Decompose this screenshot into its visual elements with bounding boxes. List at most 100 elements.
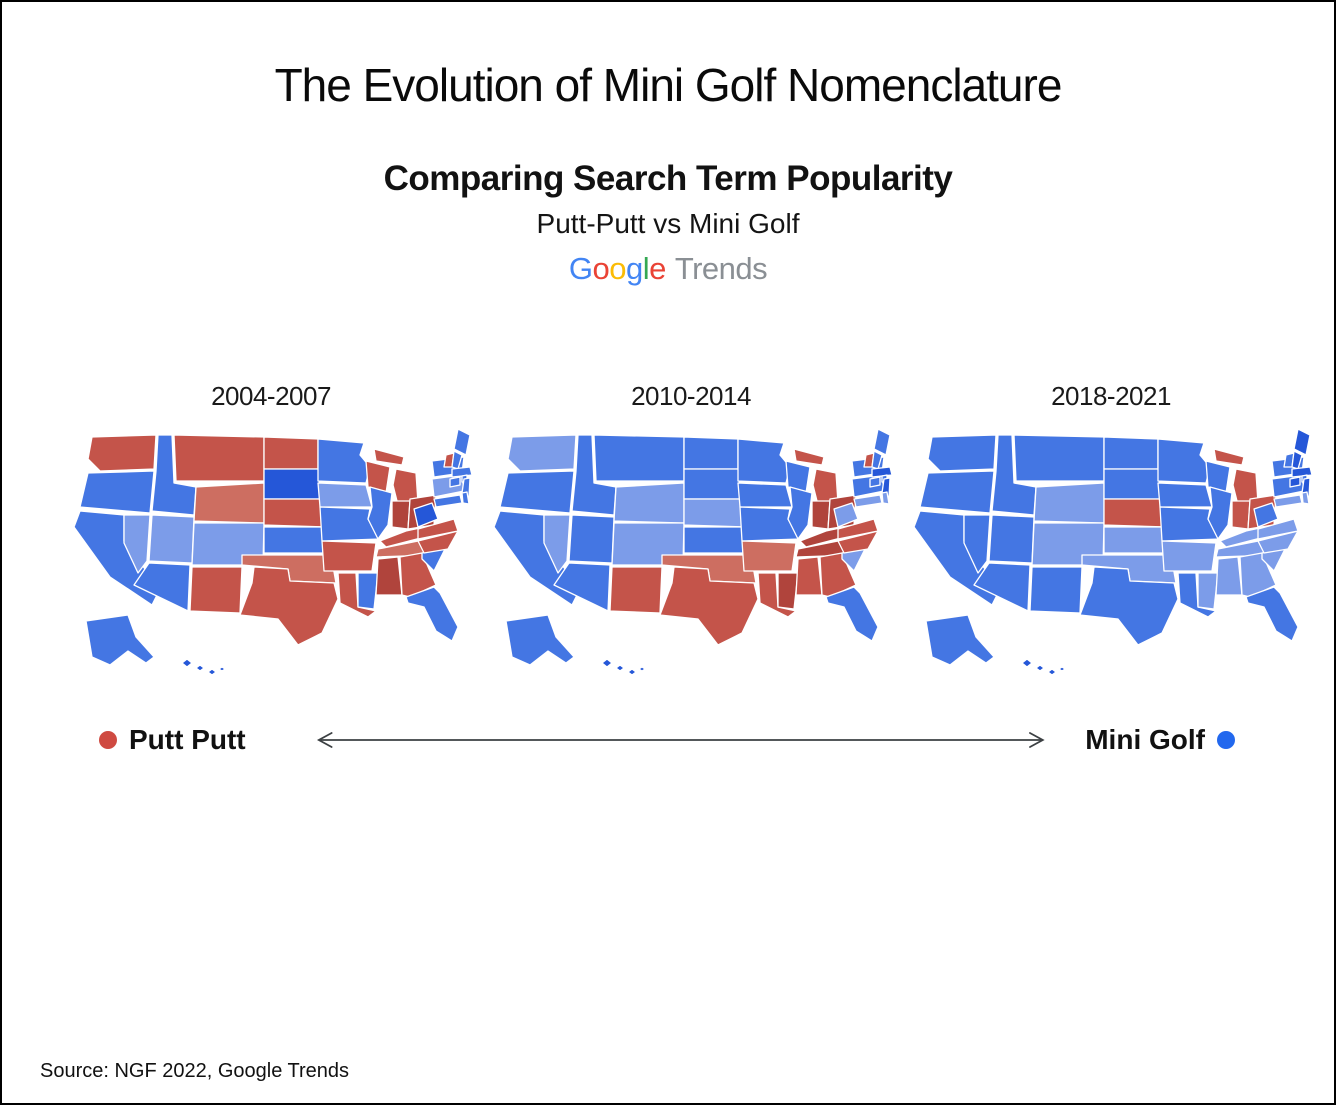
maps-row: 2004-2007 2010-2014 2018-2021 <box>66 381 1316 682</box>
state-MN <box>317 437 371 484</box>
state-OR <box>79 469 155 514</box>
state-WY <box>193 481 265 524</box>
state-MN <box>737 437 791 484</box>
state-AR <box>1161 539 1217 572</box>
state-WV <box>1253 501 1279 528</box>
state-IA <box>1157 481 1213 508</box>
state-UT <box>148 513 195 564</box>
state-VA <box>417 517 459 540</box>
state-IN <box>811 499 831 530</box>
us-choropleth-map <box>913 427 1313 676</box>
mini-golf-dot-icon <box>1217 730 1235 749</box>
google-logo-letter: e <box>649 250 666 286</box>
state-HI <box>1021 657 1066 676</box>
state-VA <box>837 517 879 540</box>
state-WA <box>87 433 157 472</box>
state-MD <box>853 493 883 508</box>
state-NM <box>1029 565 1083 614</box>
page-title: The Evolution of Mini Golf Nomenclature <box>274 59 1063 111</box>
putt-putt-dot-icon <box>99 730 117 749</box>
map-period-label: 2018-2021 <box>1051 380 1171 411</box>
state-AK <box>925 613 995 666</box>
state-AZ <box>553 561 611 612</box>
state-TX <box>239 565 339 646</box>
state-IL <box>1207 485 1233 540</box>
state-WA <box>507 433 577 472</box>
state-ND <box>263 435 319 470</box>
state-OR <box>919 469 995 514</box>
us-choropleth-map <box>73 427 473 676</box>
map-panel: 2004-2007 <box>66 381 476 682</box>
trends-wordmark: Trends <box>674 250 768 286</box>
state-NV <box>963 513 991 574</box>
state-ME <box>1293 427 1311 456</box>
state-LA <box>337 571 377 618</box>
state-ME <box>873 427 891 456</box>
state-MN <box>1157 437 1211 484</box>
state-MS <box>1197 571 1219 610</box>
state-WA <box>927 433 997 472</box>
state-VA <box>1257 517 1299 540</box>
state-AR <box>741 539 797 572</box>
state-UT <box>568 513 615 564</box>
state-IN <box>1231 499 1251 530</box>
double-arrow-icon <box>316 731 1045 748</box>
state-MS <box>777 571 799 610</box>
state-HI <box>601 657 646 676</box>
state-IN <box>391 499 411 530</box>
state-NM <box>609 565 663 614</box>
state-UT <box>988 513 1035 564</box>
state-SD <box>263 467 322 500</box>
google-logo-letter: G <box>568 250 593 286</box>
state-NV <box>543 513 571 574</box>
state-AZ <box>133 561 191 612</box>
state-AZ <box>973 561 1031 612</box>
state-WY <box>613 481 685 524</box>
map-period-label: 2010-2014 <box>631 380 751 411</box>
state-IL <box>787 485 813 540</box>
state-MD <box>433 493 463 508</box>
map-panel: 2018-2021 <box>906 381 1316 682</box>
state-AK <box>505 613 575 666</box>
map-panel: 2010-2014 <box>486 381 896 682</box>
state-ND <box>1103 435 1159 470</box>
state-NC <box>837 529 879 554</box>
state-CT <box>869 475 881 488</box>
state-MT <box>173 433 265 482</box>
state-NC <box>1257 529 1299 554</box>
state-FL <box>405 585 459 642</box>
legend: Putt Putt Mini Golf <box>2 724 1334 756</box>
chart-subtitle: Comparing Search Term Popularity <box>383 158 953 198</box>
state-CT <box>449 475 461 488</box>
state-SD <box>1103 467 1162 500</box>
state-WV <box>413 501 439 528</box>
state-WV <box>833 501 859 528</box>
state-HI <box>181 657 226 676</box>
state-AK <box>85 613 155 666</box>
state-SD <box>683 467 742 500</box>
state-CT <box>1289 475 1301 488</box>
state-IA <box>317 481 373 508</box>
state-NV <box>123 513 151 574</box>
legend-mini-golf-label: Mini Golf <box>1085 723 1205 755</box>
state-MS <box>357 571 379 610</box>
state-AR <box>321 539 377 572</box>
state-AL <box>795 555 823 596</box>
state-WY <box>1033 481 1105 524</box>
state-OR <box>499 469 575 514</box>
google-logo-letter: l <box>642 250 650 286</box>
google-trends-logo: Google Trends <box>2 251 1334 287</box>
state-IL <box>367 485 393 540</box>
state-DE <box>881 490 890 505</box>
state-NC <box>417 529 459 554</box>
legend-mini-golf: Mini Golf <box>1085 724 1236 756</box>
state-TX <box>659 565 759 646</box>
us-choropleth-map <box>493 427 893 676</box>
state-FL <box>1245 585 1299 642</box>
state-LA <box>757 571 797 618</box>
google-logo-letter: o <box>609 250 626 286</box>
google-logo-letter: g <box>625 250 643 286</box>
state-TX <box>1079 565 1179 646</box>
state-MD <box>1273 493 1303 508</box>
